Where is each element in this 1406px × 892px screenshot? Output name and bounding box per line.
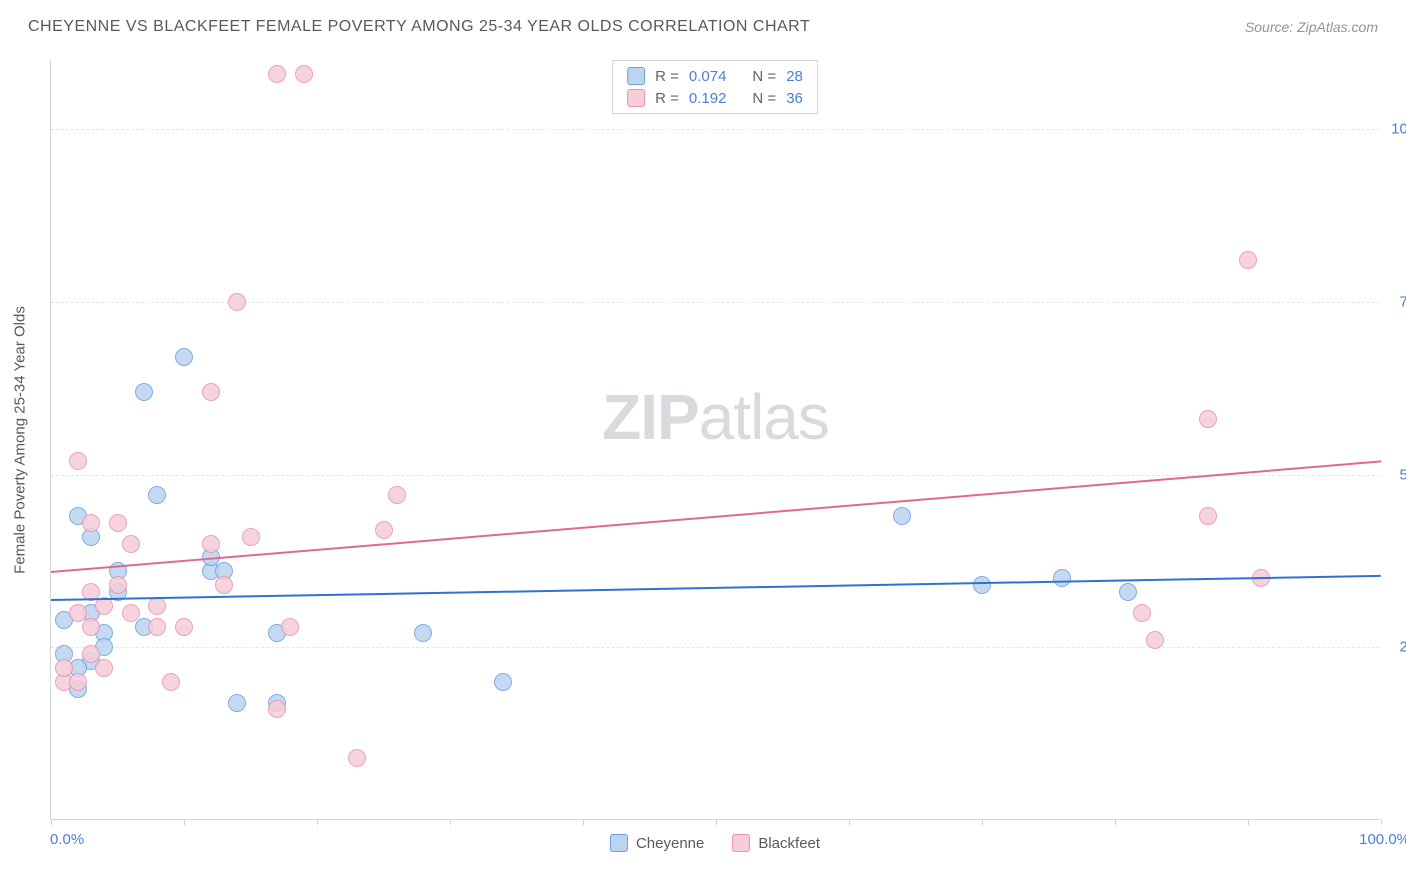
r-label: R = xyxy=(655,90,679,107)
legend-swatch xyxy=(627,67,645,85)
data-point xyxy=(242,528,260,546)
data-point xyxy=(69,604,87,622)
data-point xyxy=(202,535,220,553)
data-point xyxy=(69,673,87,691)
data-point xyxy=(175,348,193,366)
y-tick-label: 100.0% xyxy=(1391,121,1406,138)
data-point xyxy=(82,618,100,636)
data-point xyxy=(295,65,313,83)
stats-legend-row: R = 0.074 N = 28 xyxy=(627,65,803,87)
grid-line xyxy=(51,647,1380,648)
regression-line xyxy=(51,575,1381,601)
regression-line xyxy=(51,461,1381,574)
data-point xyxy=(135,383,153,401)
series-label: Blackfeet xyxy=(758,835,820,852)
data-point xyxy=(1239,251,1257,269)
data-point xyxy=(1146,631,1164,649)
chart-container: ZIPatlas 25.0%50.0%75.0%100.0% Female Po… xyxy=(50,60,1380,820)
x-tick xyxy=(583,819,584,825)
x-tick xyxy=(51,819,52,825)
data-point xyxy=(494,673,512,691)
n-value: 28 xyxy=(786,68,803,85)
data-point xyxy=(414,624,432,642)
data-point xyxy=(1133,604,1151,622)
data-point xyxy=(122,604,140,622)
data-point xyxy=(228,293,246,311)
n-label: N = xyxy=(752,68,776,85)
data-point xyxy=(109,576,127,594)
data-point xyxy=(162,673,180,691)
x-tick xyxy=(849,819,850,825)
data-point xyxy=(348,749,366,767)
data-point xyxy=(148,486,166,504)
data-point xyxy=(375,521,393,539)
x-tick xyxy=(184,819,185,825)
data-point xyxy=(95,659,113,677)
data-point xyxy=(1199,410,1217,428)
data-point xyxy=(55,659,73,677)
x-tick xyxy=(450,819,451,825)
series-legend: Cheyenne Blackfeet xyxy=(610,834,820,852)
y-tick-label: 50.0% xyxy=(1399,466,1406,483)
grid-line xyxy=(51,302,1380,303)
data-point xyxy=(82,514,100,532)
watermark: ZIPatlas xyxy=(602,380,829,454)
data-point xyxy=(268,65,286,83)
x-tick xyxy=(982,819,983,825)
x-tick xyxy=(317,819,318,825)
data-point xyxy=(109,514,127,532)
series-legend-item: Blackfeet xyxy=(732,834,820,852)
source-name: ZipAtlas.com xyxy=(1297,19,1378,35)
data-point xyxy=(1199,507,1217,525)
x-tick xyxy=(1115,819,1116,825)
source-attribution: Source: ZipAtlas.com xyxy=(1245,19,1378,35)
x-axis-max-label: 100.0% xyxy=(1359,831,1406,848)
legend-swatch xyxy=(627,89,645,107)
stats-legend: R = 0.074 N = 28 R = 0.192 N = 36 xyxy=(612,60,818,114)
grid-line xyxy=(51,475,1380,476)
watermark-bold: ZIP xyxy=(602,381,699,453)
data-point xyxy=(388,486,406,504)
chart-title: CHEYENNE VS BLACKFEET FEMALE POVERTY AMO… xyxy=(28,18,810,36)
data-point xyxy=(69,452,87,470)
n-label: N = xyxy=(752,90,776,107)
r-value: 0.074 xyxy=(689,68,727,85)
x-tick xyxy=(716,819,717,825)
n-value: 36 xyxy=(786,90,803,107)
series-label: Cheyenne xyxy=(636,835,704,852)
x-axis-min-label: 0.0% xyxy=(50,831,84,848)
legend-swatch xyxy=(610,834,628,852)
source-prefix: Source: xyxy=(1245,19,1297,35)
grid-line xyxy=(51,129,1380,130)
x-tick xyxy=(1381,819,1382,825)
series-legend-item: Cheyenne xyxy=(610,834,704,852)
plot-area: ZIPatlas 25.0%50.0%75.0%100.0% xyxy=(50,60,1380,820)
data-point xyxy=(175,618,193,636)
y-tick-label: 25.0% xyxy=(1399,639,1406,656)
data-point xyxy=(122,535,140,553)
data-point xyxy=(228,694,246,712)
stats-legend-row: R = 0.192 N = 36 xyxy=(627,87,803,109)
y-axis-title: Female Poverty Among 25-34 Year Olds xyxy=(12,306,29,574)
x-tick xyxy=(1248,819,1249,825)
data-point xyxy=(893,507,911,525)
watermark-light: atlas xyxy=(699,381,829,453)
r-label: R = xyxy=(655,68,679,85)
data-point xyxy=(1119,583,1137,601)
data-point xyxy=(281,618,299,636)
r-value: 0.192 xyxy=(689,90,727,107)
data-point xyxy=(973,576,991,594)
data-point xyxy=(148,597,166,615)
chart-header: CHEYENNE VS BLACKFEET FEMALE POVERTY AMO… xyxy=(0,0,1406,42)
data-point xyxy=(202,383,220,401)
y-tick-label: 75.0% xyxy=(1399,293,1406,310)
data-point xyxy=(268,700,286,718)
data-point xyxy=(1053,569,1071,587)
legend-swatch xyxy=(732,834,750,852)
data-point xyxy=(215,576,233,594)
data-point xyxy=(148,618,166,636)
